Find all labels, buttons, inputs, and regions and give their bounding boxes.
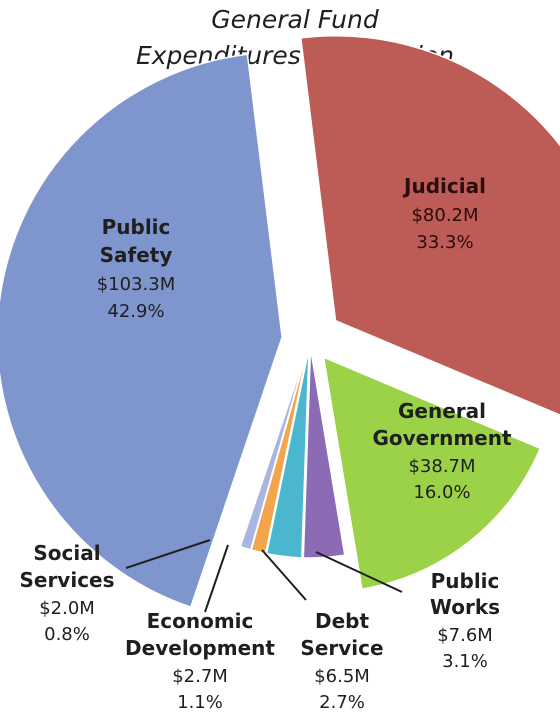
label-debt-service: Debt Service $6.5M 2.7% bbox=[300, 609, 383, 713]
label-social-services-name-1: Social bbox=[33, 541, 100, 565]
label-economic-development-name-1: Economic bbox=[147, 609, 254, 633]
label-public-works-amount: $7.6M bbox=[437, 625, 493, 646]
label-public-safety-percent: 42.9% bbox=[107, 301, 164, 322]
pie-slices bbox=[0, 35, 560, 609]
label-debt-service-amount: $6.5M bbox=[314, 666, 370, 687]
label-judicial-amount: $80.2M bbox=[411, 205, 478, 226]
leader-economic-development bbox=[204, 544, 229, 613]
slice-public-works bbox=[302, 347, 346, 559]
label-public-works: Public Works $7.6M 3.1% bbox=[430, 569, 500, 672]
label-public-safety-amount: $103.3M bbox=[97, 274, 176, 295]
label-public-works-percent: 3.1% bbox=[442, 651, 488, 672]
label-economic-development-percent: 1.1% bbox=[177, 692, 223, 713]
chart-title-line-1: General Fund bbox=[211, 5, 379, 34]
label-debt-service-percent: 2.7% bbox=[319, 692, 365, 713]
label-public-safety-name-1: Public bbox=[102, 215, 171, 239]
label-public-works-name-1: Public bbox=[431, 569, 500, 593]
slice-judicial bbox=[299, 35, 560, 416]
label-judicial-name: Judicial bbox=[402, 174, 486, 198]
label-general-government-amount: $38.7M bbox=[408, 456, 475, 477]
label-social-services-name-2: Services bbox=[19, 568, 114, 592]
label-general-government-name-2: Government bbox=[372, 426, 512, 450]
label-public-safety: Public Safety $103.3M 42.9% bbox=[97, 215, 176, 322]
label-debt-service-name-2: Service bbox=[300, 636, 383, 660]
label-social-services-amount: $2.0M bbox=[39, 598, 95, 619]
slice-social-services bbox=[239, 347, 309, 551]
label-debt-service-name-1: Debt bbox=[315, 609, 369, 633]
label-economic-development-amount: $2.7M bbox=[172, 666, 228, 687]
label-general-government-percent: 16.0% bbox=[413, 482, 470, 503]
label-general-government-name-1: General bbox=[398, 399, 486, 423]
label-general-government: General Government $38.7M 16.0% bbox=[372, 399, 512, 503]
label-economic-development-name-2: Development bbox=[125, 636, 275, 660]
leader-public-works bbox=[315, 551, 403, 593]
label-social-services: Social Services $2.0M 0.8% bbox=[19, 541, 114, 645]
slice-public-safety bbox=[0, 53, 283, 609]
label-economic-development: Economic Development $2.7M 1.1% bbox=[125, 609, 275, 713]
label-social-services-percent: 0.8% bbox=[44, 624, 90, 645]
leader-debt-service bbox=[261, 549, 307, 601]
label-public-safety-name-2: Safety bbox=[100, 243, 173, 267]
label-public-works-name-2: Works bbox=[430, 595, 500, 619]
leader-social-services bbox=[125, 539, 211, 569]
label-judicial-percent: 33.3% bbox=[416, 232, 473, 253]
slice-debt-service bbox=[265, 347, 310, 559]
label-judicial: Judicial $80.2M 33.3% bbox=[402, 174, 486, 253]
